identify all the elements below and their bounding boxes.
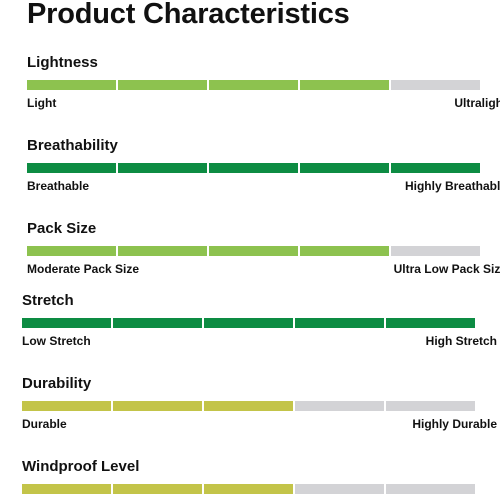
rating-segment-filled — [22, 318, 111, 328]
rating-segment-filled — [300, 163, 389, 173]
scale-max-label: Highly Breathable — [404, 179, 500, 193]
section-title: Stretch — [22, 292, 74, 309]
rating-segment-empty — [295, 484, 384, 494]
rating-segment-filled — [113, 484, 202, 494]
scale-min-label: Light — [27, 96, 57, 110]
rating-bar — [27, 246, 480, 256]
rating-segment-filled — [300, 246, 389, 256]
page-title: Product Characteristics — [27, 0, 350, 30]
rating-segment-empty — [295, 401, 384, 411]
characteristic-stretch: Stretch Low Stretch High Stretch — [22, 292, 497, 352]
characteristic-durability: Durability Durable Highly Durable — [22, 375, 497, 435]
rating-segment-filled — [22, 401, 111, 411]
rating-segment-filled — [295, 318, 384, 328]
rating-segment-filled — [22, 484, 111, 494]
rating-segment-empty — [391, 246, 480, 256]
rating-segment-filled — [27, 163, 116, 173]
section-title: Durability — [22, 375, 92, 392]
rating-segment-filled — [204, 484, 293, 494]
section-title: Pack Size — [27, 220, 97, 237]
scale-min-label: Moderate Pack Size — [27, 262, 140, 276]
rating-segment-filled — [386, 318, 475, 328]
scale-max-label: Highly Durable — [412, 417, 497, 431]
scale-min-label: Low Stretch — [22, 334, 91, 348]
rating-segment-empty — [391, 80, 480, 90]
section-title: Windproof Level — [22, 458, 140, 475]
rating-segment-empty — [386, 484, 475, 494]
rating-segment-filled — [300, 80, 389, 90]
rating-segment-filled — [113, 318, 202, 328]
rating-bar — [22, 484, 475, 494]
section-title: Lightness — [27, 54, 98, 71]
scale-min-label: Durable — [22, 417, 67, 431]
rating-segment-filled — [27, 246, 116, 256]
scale-max-label: Ultra Low Pack Size — [393, 262, 500, 276]
characteristic-lightness: Lightness Light Ultralight — [27, 54, 500, 114]
rating-segment-filled — [118, 163, 207, 173]
rating-segment-filled — [118, 246, 207, 256]
rating-segment-filled — [209, 163, 298, 173]
rating-segment-filled — [204, 401, 293, 411]
characteristic-pack-size: Pack Size Moderate Pack Size Ultra Low P… — [27, 220, 500, 280]
rating-segment-filled — [118, 80, 207, 90]
rating-segment-filled — [209, 246, 298, 256]
section-title: Breathability — [27, 137, 118, 154]
rating-bar — [27, 163, 480, 173]
scale-max-label: High Stretch — [425, 334, 497, 348]
rating-segment-filled — [391, 163, 480, 173]
rating-segment-filled — [209, 80, 298, 90]
rating-segment-filled — [27, 80, 116, 90]
scale-min-label: Breathable — [27, 179, 90, 193]
rating-bar — [27, 80, 480, 90]
rating-segment-empty — [386, 401, 475, 411]
rating-segment-filled — [113, 401, 202, 411]
rating-segment-filled — [204, 318, 293, 328]
rating-bar — [22, 318, 475, 328]
characteristic-windproof-level: Windproof Level — [22, 458, 482, 500]
rating-bar — [22, 401, 475, 411]
characteristic-breathability: Breathability Breathable Highly Breathab… — [27, 137, 500, 197]
scale-max-label: Ultralight — [454, 96, 500, 110]
